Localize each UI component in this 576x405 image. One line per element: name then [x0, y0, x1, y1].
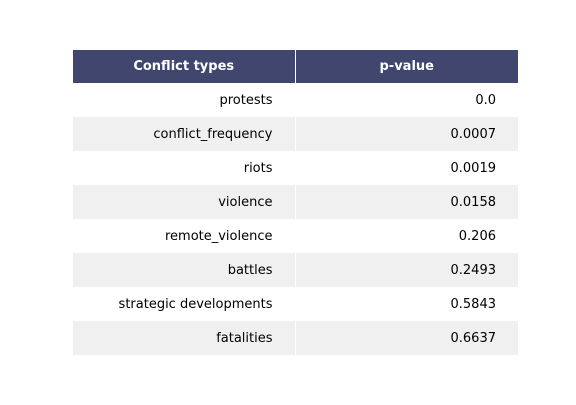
column-header-p-value: p-value: [295, 50, 518, 83]
p-value-table: Conflict types p-value protests 0.0 conf…: [73, 50, 518, 355]
table-row: protests 0.0: [73, 83, 518, 117]
table-header-row: Conflict types p-value: [73, 50, 518, 83]
table-row: violence 0.0158: [73, 185, 518, 219]
p-value-cell: 0.6637: [295, 321, 518, 355]
conflict-type-cell: remote_violence: [73, 219, 296, 253]
table-row: fatalities 0.6637: [73, 321, 518, 355]
conflict-type-cell: strategic developments: [73, 287, 296, 321]
table-row: remote_violence 0.206: [73, 219, 518, 253]
p-value-cell: 0.0019: [295, 151, 518, 185]
p-value-cell: 0.0007: [295, 117, 518, 151]
conflict-type-cell: riots: [73, 151, 296, 185]
conflict-type-cell: violence: [73, 185, 296, 219]
conflict-type-cell: conflict_frequency: [73, 117, 296, 151]
p-value-cell: 0.0: [295, 83, 518, 117]
conflict-type-cell: battles: [73, 253, 296, 287]
results-table-container: Conflict types p-value protests 0.0 conf…: [73, 50, 518, 355]
p-value-cell: 0.5843: [295, 287, 518, 321]
table-row: battles 0.2493: [73, 253, 518, 287]
table-row: strategic developments 0.5843: [73, 287, 518, 321]
column-header-conflict-types: Conflict types: [73, 50, 296, 83]
p-value-cell: 0.206: [295, 219, 518, 253]
table-row: conflict_frequency 0.0007: [73, 117, 518, 151]
conflict-type-cell: fatalities: [73, 321, 296, 355]
p-value-cell: 0.0158: [295, 185, 518, 219]
table-row: riots 0.0019: [73, 151, 518, 185]
conflict-type-cell: protests: [73, 83, 296, 117]
p-value-cell: 0.2493: [295, 253, 518, 287]
